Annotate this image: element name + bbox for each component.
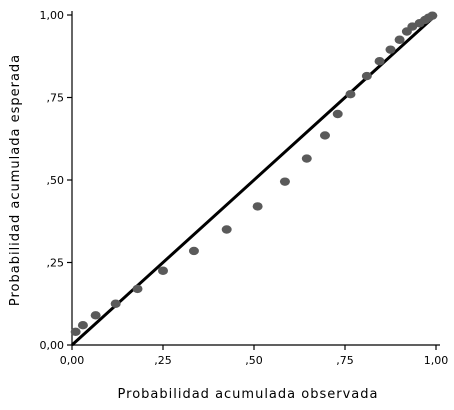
- data-point: [90, 311, 101, 320]
- labels-layer: Probabilidad acumulada observada Probabi…: [8, 9, 448, 402]
- y-tick-label: ,50: [47, 174, 65, 187]
- x-tick-label: ,50: [245, 354, 263, 367]
- data-point: [132, 284, 143, 294]
- data-point: [279, 177, 290, 186]
- data-points-layer: [70, 11, 438, 336]
- data-point: [301, 154, 312, 163]
- data-point: [385, 45, 396, 54]
- data-point: [70, 327, 81, 336]
- axes-layer: [67, 11, 440, 350]
- data-point: [221, 225, 232, 234]
- data-point: [345, 90, 356, 99]
- data-point: [252, 202, 263, 211]
- x-tick-label: ,75: [336, 354, 354, 367]
- x-tick-label: 0,00: [60, 354, 85, 367]
- y-tick-label: 1,00: [40, 9, 65, 22]
- x-tick-label: ,25: [154, 354, 172, 367]
- data-point: [158, 266, 168, 275]
- data-point: [394, 35, 405, 44]
- y-axis-title: Probabilidad acumulada esperada: [8, 54, 23, 306]
- data-point: [77, 321, 88, 330]
- y-tick-label: ,75: [47, 92, 65, 105]
- x-axis-title: Probabilidad acumulada observada: [118, 387, 379, 402]
- data-point: [319, 131, 330, 140]
- data-point: [188, 246, 199, 256]
- y-tick-label: ,25: [47, 257, 65, 270]
- x-tick-label: 1,00: [424, 354, 449, 367]
- reference-line: [70, 13, 438, 347]
- reference-line-layer: [70, 13, 438, 347]
- data-point: [374, 57, 385, 66]
- y-tick-label: 0,00: [40, 339, 65, 352]
- data-point: [332, 109, 343, 119]
- data-point: [361, 71, 372, 81]
- data-point: [110, 299, 121, 308]
- data-point: [427, 11, 438, 20]
